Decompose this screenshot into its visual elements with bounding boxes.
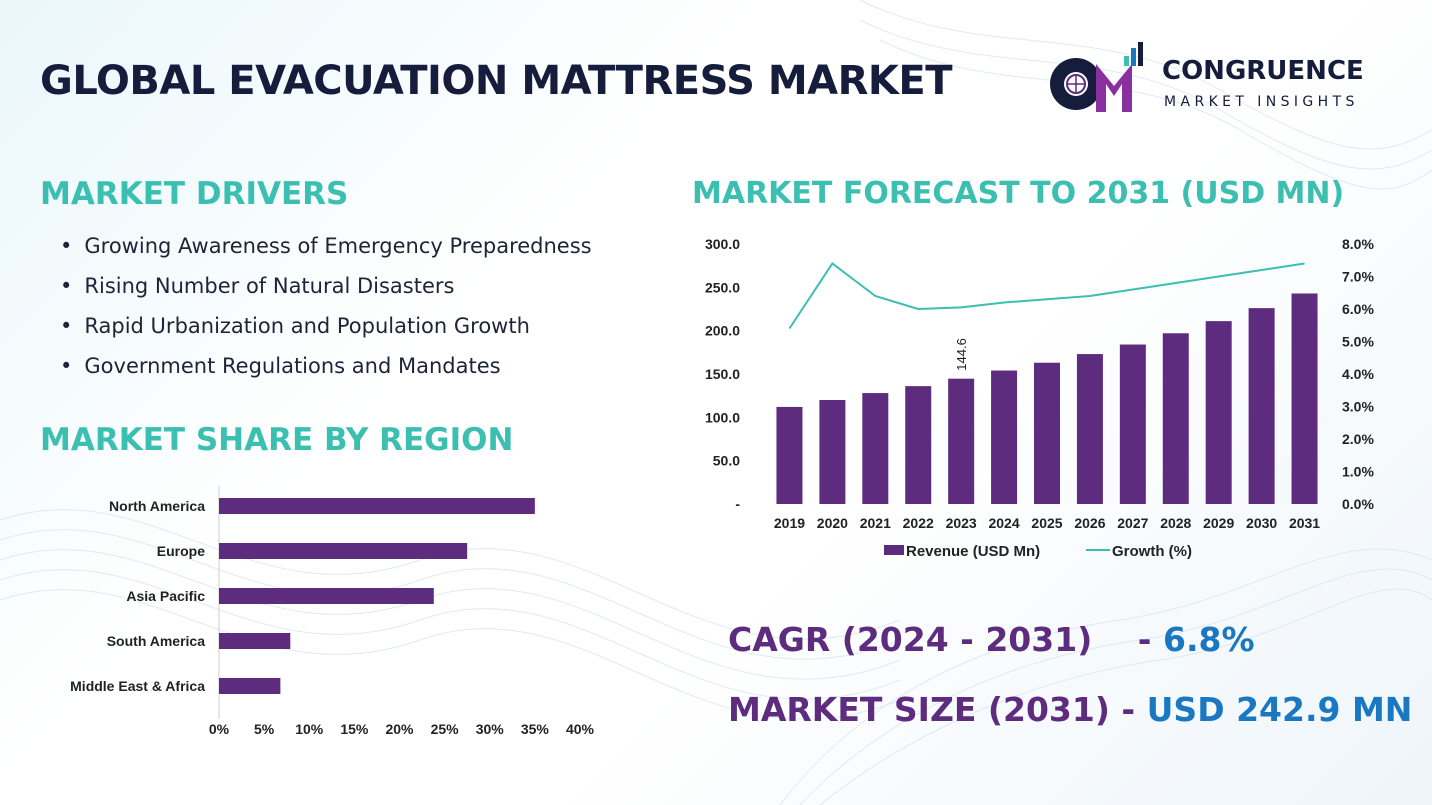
legend-revenue-swatch (884, 545, 904, 555)
revenue-bar (948, 378, 975, 504)
forecast-x-tick: 2031 (1289, 515, 1320, 531)
revenue-bar (1291, 293, 1318, 504)
forecast-y-tick: 300.0 (705, 236, 740, 252)
region-category-label: Middle East & Africa (70, 678, 205, 694)
forecast-y2-tick: 7.0% (1342, 269, 1374, 285)
forecast-y2-tick: 2.0% (1342, 431, 1374, 447)
forecast-y2-tick: 6.0% (1342, 301, 1374, 317)
logo-line1: CONGRUENCE (1162, 56, 1364, 86)
region-bar (219, 633, 291, 649)
forecast-x-tick: 2026 (1074, 515, 1105, 531)
legend-revenue-label: Revenue (USD Mn) (906, 543, 1040, 560)
logo-line2: MARKET INSIGHTS (1164, 94, 1359, 110)
region-bar (219, 588, 434, 604)
forecast-x-tick: 2023 (946, 515, 977, 531)
forecast-title: MARKET FORECAST TO 2031 (USD MN) (692, 176, 1345, 211)
legend-growth-label: Growth (%) (1112, 543, 1192, 560)
forecast-x-tick: 2030 (1246, 515, 1277, 531)
revenue-bar (1248, 308, 1275, 504)
forecast-y2-tick: 0.0% (1342, 496, 1374, 512)
region-share-chart: North America Europe Asia Pacific South Ame… (70, 486, 595, 737)
forecast-y-tick: 100.0 (705, 409, 740, 425)
driver-item: Rising Number of Natural Disasters (60, 270, 592, 310)
region-x-tick: 5% (254, 721, 275, 737)
forecast-y-tick: 150.0 (705, 366, 740, 382)
logo-mark-icon (1050, 42, 1143, 112)
forecast-y2-tick: 1.0% (1342, 464, 1374, 480)
forecast-x-tick: 2029 (1203, 515, 1234, 531)
region-x-tick: 10% (295, 721, 324, 737)
region-x-tick: 20% (385, 721, 414, 737)
forecast-x-tick: 2019 (774, 515, 805, 531)
forecast-y-tick: 50.0 (713, 453, 740, 469)
revenue-bar (1162, 333, 1189, 504)
forecast-y2-tick: 8.0% (1342, 236, 1374, 252)
forecast-y-tick: 200.0 (705, 323, 740, 339)
forecast-y-tick: 250.0 (705, 279, 740, 295)
market-size-value: USD 242.9 MN (1146, 690, 1413, 729)
region-x-tick: 35% (521, 721, 550, 737)
revenue-bar (862, 393, 889, 504)
revenue-data-label: 144.6 (954, 338, 969, 371)
region-x-tick: 25% (431, 721, 460, 737)
revenue-bar (1205, 321, 1232, 504)
forecast-y2-tick: 5.0% (1342, 334, 1374, 350)
region-category-label: South America (107, 633, 205, 649)
forecast-x-tick: 2020 (817, 515, 848, 531)
forecast-x-tick: 2025 (1031, 515, 1062, 531)
region-bar (219, 498, 535, 514)
revenue-bar (1119, 344, 1146, 504)
region-x-tick: 15% (340, 721, 369, 737)
revenue-bar (819, 400, 846, 504)
region-category-label: Europe (157, 543, 205, 559)
growth-line (788, 262, 1305, 330)
region-bar (219, 543, 468, 559)
company-logo: CONGRUENCE MARKET INSIGHTS (1044, 40, 1404, 120)
cagr-separator: - (1137, 620, 1152, 659)
market-size-separator: - (1121, 690, 1136, 729)
driver-item: Government Regulations and Mandates (60, 350, 592, 390)
revenue-bar (991, 370, 1018, 504)
drivers-list: Growing Awareness of Emergency Preparedn… (60, 230, 592, 390)
region-x-tick: 30% (476, 721, 505, 737)
region-category-label: North America (109, 498, 205, 514)
forecast-x-tick: 2024 (988, 515, 1019, 531)
forecast-y2-tick: 4.0% (1342, 366, 1374, 382)
revenue-bar (905, 386, 932, 504)
driver-item: Rapid Urbanization and Population Growth (60, 310, 592, 350)
driver-item: Growing Awareness of Emergency Preparedn… (60, 230, 591, 270)
cagr-label: CAGR (2024 - 2031) (728, 620, 1093, 659)
region-x-tick: 0% (209, 721, 230, 737)
revenue-bar (1034, 362, 1060, 504)
forecast-x-tick: 2021 (860, 515, 891, 531)
region-x-tick: 40% (566, 721, 595, 737)
cagr-value: 6.8% (1162, 620, 1255, 659)
market-size-label: MARKET SIZE (2031) (728, 690, 1110, 729)
region-category-label: Asia Pacific (126, 588, 205, 604)
drivers-title: MARKET DRIVERS (40, 176, 349, 212)
region-bar (219, 678, 281, 694)
market-size-metric: MARKET SIZE (2031) - USD 242.9 MN (728, 690, 1412, 729)
forecast-y-tick: - (735, 496, 740, 512)
page-title: GLOBAL EVACUATION MATTRESS MARKET (40, 58, 953, 104)
forecast-chart: - 50.0 100.0 150.0 200.0 250.0 300.0 0.0% 1.0% 2.… (705, 236, 1375, 560)
revenue-bar (1076, 354, 1103, 504)
share-title: MARKET SHARE BY REGION (40, 422, 514, 458)
forecast-x-tick: 2028 (1160, 515, 1191, 531)
revenue-bar (776, 406, 803, 504)
forecast-y2-tick: 3.0% (1342, 399, 1374, 415)
forecast-x-tick: 2022 (903, 515, 934, 531)
forecast-x-tick: 2027 (1117, 515, 1148, 531)
cagr-metric: CAGR (2024 - 2031) - 6.8% (728, 620, 1255, 659)
